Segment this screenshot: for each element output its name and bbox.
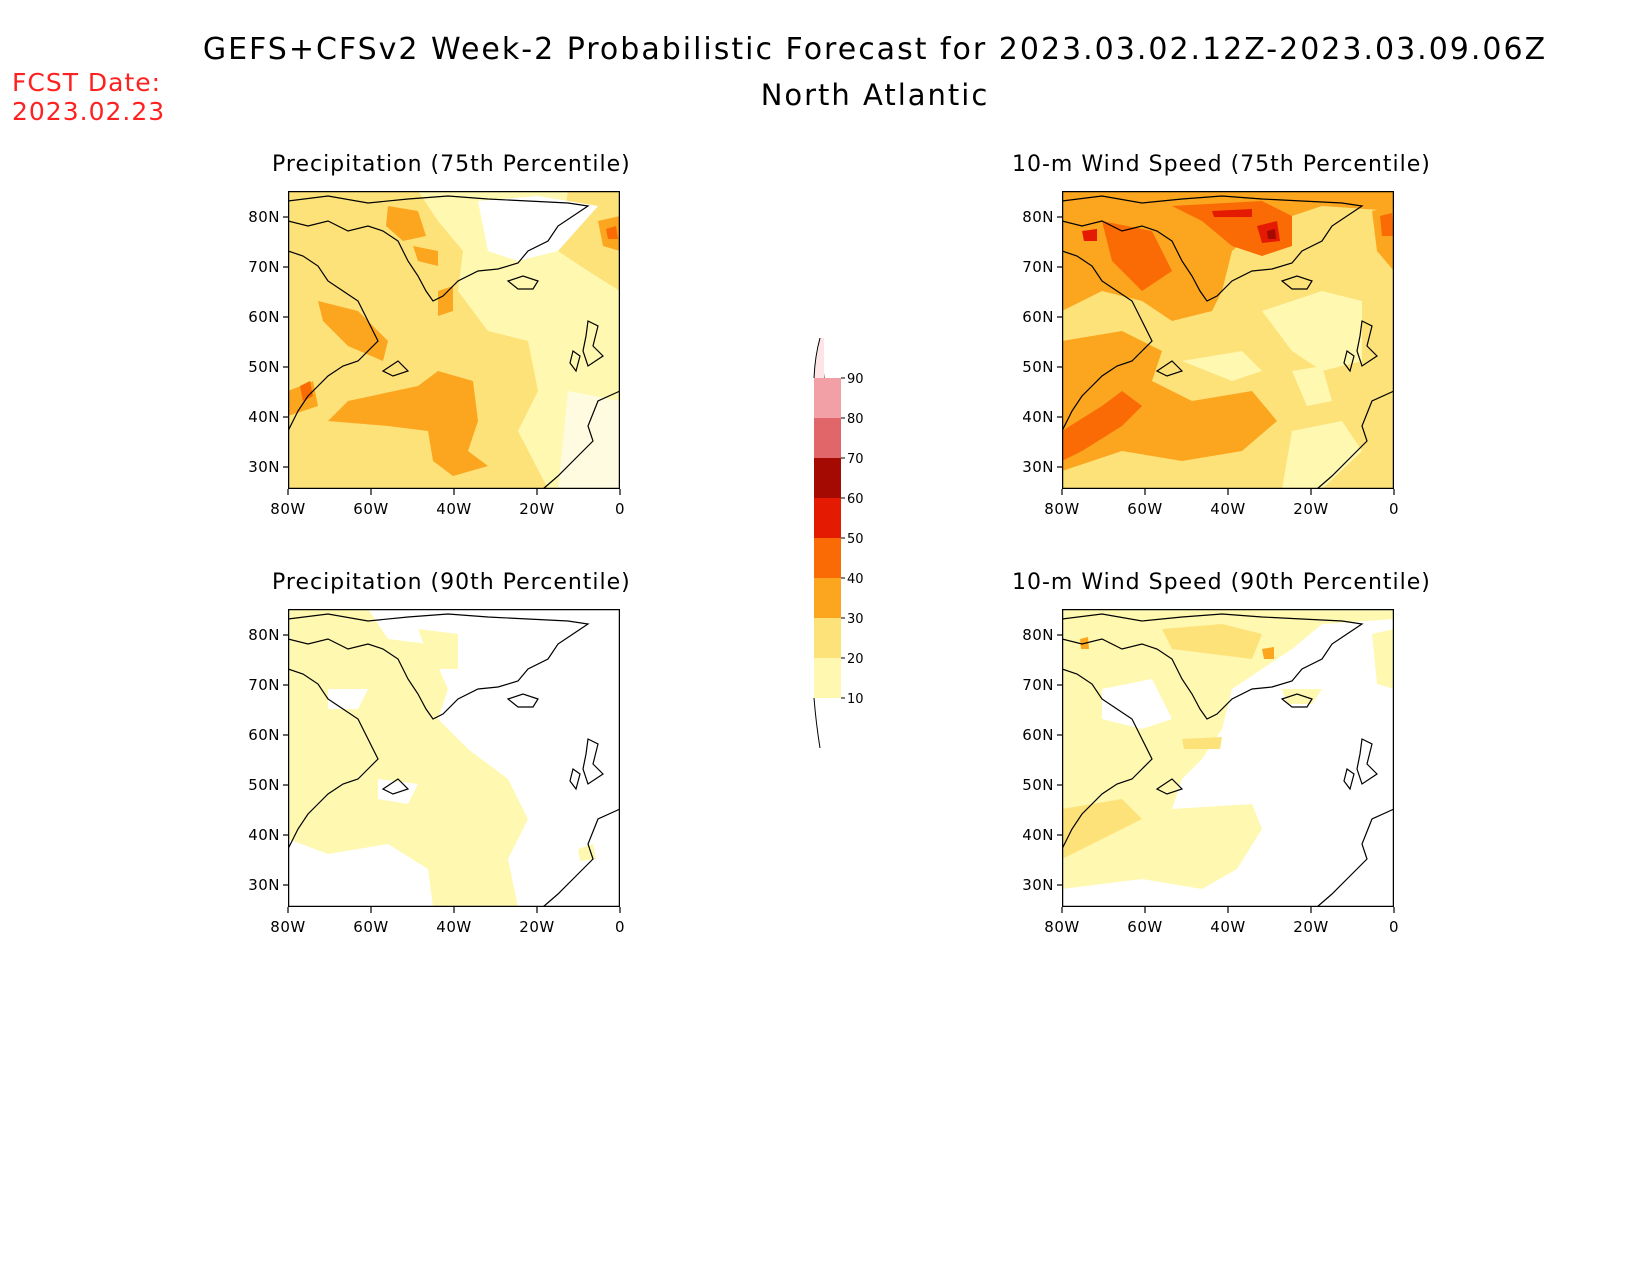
lon-label: 0 xyxy=(614,918,626,936)
lon-label: 40W xyxy=(436,500,472,518)
lon-label: 80W xyxy=(270,918,306,936)
lat-label: 70N xyxy=(248,676,280,694)
colorbar-swatch-30 xyxy=(814,578,841,618)
lat-label: 60N xyxy=(248,308,280,326)
lat-label: 30N xyxy=(248,876,280,894)
map-precip90 xyxy=(288,609,620,907)
lat-label: 80N xyxy=(1022,208,1054,226)
panel-title-precip75: Precipitation (75th Percentile) xyxy=(272,152,631,177)
colorbar-swatch-60 xyxy=(814,458,841,498)
colorbar-swatch-20 xyxy=(814,618,841,658)
lon-label: 20W xyxy=(519,918,555,936)
colorbar-label: 50 xyxy=(847,532,864,547)
colorbar-label: 30 xyxy=(847,612,864,627)
lat-label: 50N xyxy=(248,358,280,376)
lat-label: 80N xyxy=(1022,626,1054,644)
lat-label: 60N xyxy=(248,726,280,744)
lon-label: 0 xyxy=(614,500,626,518)
map-precip75 xyxy=(288,191,620,489)
lon-label: 0 xyxy=(1388,918,1400,936)
lat-label: 70N xyxy=(248,258,280,276)
panel-title-wind75: 10-m Wind Speed (75th Percentile) xyxy=(1012,152,1431,177)
lon-label: 40W xyxy=(436,918,472,936)
lat-label: 80N xyxy=(248,626,280,644)
forecast-date-label: FCST Date: xyxy=(12,68,162,97)
colorbar xyxy=(812,338,872,748)
lat-label: 60N xyxy=(1022,308,1054,326)
lat-label: 50N xyxy=(1022,776,1054,794)
lat-label: 40N xyxy=(1022,408,1054,426)
forecast-date: FCST Date: 2023.02.23 xyxy=(12,68,165,126)
lon-label: 80W xyxy=(1044,918,1080,936)
colorbar-swatch-50 xyxy=(814,498,841,538)
lon-label: 20W xyxy=(1293,918,1329,936)
lat-label: 50N xyxy=(248,776,280,794)
lat-label: 80N xyxy=(248,208,280,226)
panel-title-wind90: 10-m Wind Speed (90th Percentile) xyxy=(1012,570,1431,595)
lat-label: 30N xyxy=(248,458,280,476)
forecast-date-value: 2023.02.23 xyxy=(12,97,166,126)
region-subtitle: North Atlantic xyxy=(760,78,990,112)
lon-label: 20W xyxy=(1293,500,1329,518)
lat-label: 50N xyxy=(1022,358,1054,376)
lat-label: 70N xyxy=(1022,258,1054,276)
lon-label: 40W xyxy=(1210,918,1246,936)
lon-label: 60W xyxy=(353,500,389,518)
lat-label: 40N xyxy=(1022,826,1054,844)
colorbar-label: 70 xyxy=(847,452,864,467)
lon-label: 80W xyxy=(1044,500,1080,518)
lon-label: 60W xyxy=(1127,918,1163,936)
lon-label: 0 xyxy=(1388,500,1400,518)
lat-label: 40N xyxy=(248,408,280,426)
panel-title-precip90: Precipitation (90th Percentile) xyxy=(272,570,631,595)
lon-label: 40W xyxy=(1210,500,1246,518)
map-wind90 xyxy=(1062,609,1394,907)
colorbar-swatch-70 xyxy=(814,418,841,458)
lat-label: 40N xyxy=(248,826,280,844)
lon-label: 60W xyxy=(1127,500,1163,518)
lat-label: 30N xyxy=(1022,876,1054,894)
lat-label: 30N xyxy=(1022,458,1054,476)
lat-label: 70N xyxy=(1022,676,1054,694)
colorbar-label: 10 xyxy=(847,692,864,707)
colorbar-swatch-80 xyxy=(814,378,841,418)
colorbar-swatch-10 xyxy=(814,658,841,698)
lon-label: 80W xyxy=(270,500,306,518)
colorbar-label: 60 xyxy=(847,492,864,507)
lon-label: 20W xyxy=(519,500,555,518)
colorbar-swatch-40 xyxy=(814,538,841,578)
map-wind75 xyxy=(1062,191,1394,489)
colorbar-label: 40 xyxy=(847,572,864,587)
colorbar-label: 20 xyxy=(847,652,864,667)
colorbar-label: 80 xyxy=(847,412,864,427)
lon-label: 60W xyxy=(353,918,389,936)
lat-label: 60N xyxy=(1022,726,1054,744)
colorbar-label: 90 xyxy=(847,372,864,387)
main-title: GEFS+CFSv2 Week-2 Probabilistic Forecast… xyxy=(202,32,1548,67)
